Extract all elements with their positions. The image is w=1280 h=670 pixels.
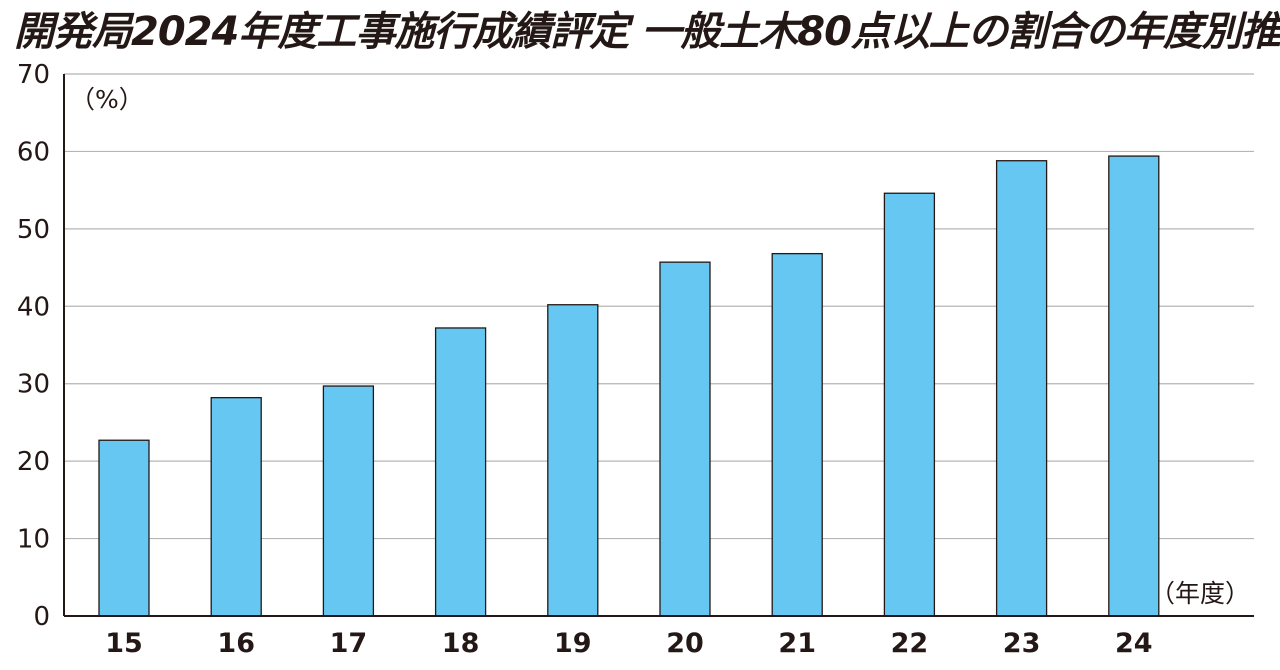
x-tick-label-21: 21 xyxy=(778,628,816,659)
y-unit-label: （%） xyxy=(70,85,144,114)
y-tick-label-0: 0 xyxy=(33,602,50,632)
bar-20 xyxy=(659,261,711,617)
y-tick-label-30: 30 xyxy=(17,370,50,400)
bar-18 xyxy=(434,327,487,617)
y-tick-label-50: 50 xyxy=(17,215,50,245)
chart-title: 開発局2024年度工事施行成績評定 一般土木80点以上の割合の年度別推移 xyxy=(14,9,1280,55)
x-tick-label-17: 17 xyxy=(330,628,368,659)
x-tick-labels: 15 16 17 18 19 20 21 22 23 24 xyxy=(105,628,1152,659)
y-tick-label-40: 40 xyxy=(17,292,50,322)
bar-17 xyxy=(322,385,375,617)
bar-19 xyxy=(547,304,599,617)
x-tick-label-16: 16 xyxy=(217,628,255,659)
bar-22 xyxy=(883,192,936,617)
bar-23 xyxy=(995,160,1048,617)
x-tick-label-24: 24 xyxy=(1115,628,1153,659)
x-unit-label: （年度） xyxy=(1150,579,1250,608)
y-tick-label-60: 60 xyxy=(17,137,50,167)
y-tick-label-10: 10 xyxy=(17,525,50,555)
bar-15 xyxy=(98,439,150,617)
bar-16 xyxy=(210,397,262,617)
x-tick-label-20: 20 xyxy=(666,628,704,659)
bar-21 xyxy=(771,252,823,617)
x-tick-label-22: 22 xyxy=(891,628,929,659)
gridlines xyxy=(64,73,1254,540)
bars xyxy=(98,155,1160,617)
x-tick-label-15: 15 xyxy=(105,628,143,659)
bar-24 xyxy=(1108,155,1160,617)
y-tick-label-20: 20 xyxy=(17,447,50,477)
x-tick-label-23: 23 xyxy=(1003,628,1041,659)
y-tick-label-70: 70 xyxy=(17,60,50,90)
x-tick-label-19: 19 xyxy=(554,628,592,659)
x-tick-label-18: 18 xyxy=(442,628,480,659)
y-tick-labels: 0 10 20 30 40 50 60 70 xyxy=(17,60,50,632)
